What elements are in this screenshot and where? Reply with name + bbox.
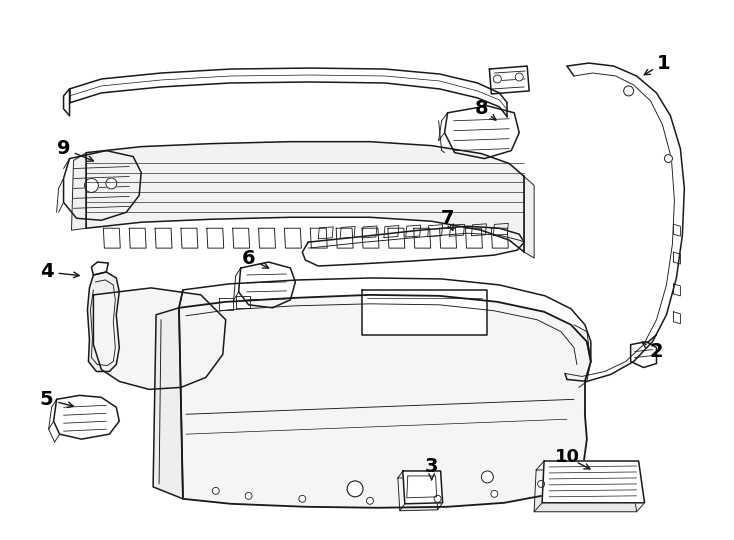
Polygon shape (239, 262, 295, 308)
Text: 1: 1 (657, 53, 670, 72)
Text: 2: 2 (650, 342, 664, 361)
Polygon shape (179, 295, 591, 508)
Polygon shape (219, 298, 233, 310)
Circle shape (366, 497, 374, 504)
Text: 8: 8 (475, 99, 488, 118)
Polygon shape (445, 106, 519, 159)
Polygon shape (336, 228, 353, 248)
Polygon shape (302, 226, 524, 266)
Polygon shape (54, 395, 120, 439)
Polygon shape (471, 224, 487, 236)
Polygon shape (493, 224, 508, 235)
Text: 4: 4 (40, 262, 54, 281)
Text: 10: 10 (554, 448, 579, 466)
Polygon shape (491, 228, 508, 248)
Circle shape (106, 178, 117, 189)
Circle shape (491, 490, 498, 497)
Text: 3: 3 (425, 457, 438, 476)
Polygon shape (406, 225, 421, 237)
Polygon shape (64, 151, 141, 220)
Polygon shape (403, 471, 443, 504)
Polygon shape (673, 284, 680, 296)
Polygon shape (362, 290, 487, 335)
Polygon shape (87, 272, 120, 372)
Polygon shape (153, 308, 183, 499)
Polygon shape (673, 252, 680, 264)
Circle shape (493, 75, 501, 83)
Text: 5: 5 (40, 390, 54, 409)
Circle shape (212, 488, 219, 494)
Circle shape (299, 495, 306, 502)
Text: 7: 7 (441, 209, 454, 228)
Polygon shape (64, 89, 70, 116)
Circle shape (537, 481, 545, 488)
Polygon shape (362, 226, 377, 238)
Circle shape (664, 154, 672, 163)
Text: 9: 9 (57, 139, 70, 158)
Polygon shape (673, 224, 680, 236)
Polygon shape (207, 228, 224, 248)
Circle shape (245, 492, 252, 500)
Polygon shape (524, 177, 534, 258)
Polygon shape (631, 342, 656, 368)
Circle shape (434, 495, 441, 502)
Polygon shape (319, 227, 333, 239)
Polygon shape (92, 262, 109, 275)
Circle shape (84, 179, 98, 192)
Polygon shape (155, 228, 172, 248)
Polygon shape (310, 228, 327, 248)
Polygon shape (428, 225, 443, 237)
Text: 6: 6 (241, 248, 255, 267)
Circle shape (482, 471, 493, 483)
Polygon shape (87, 141, 524, 252)
Polygon shape (233, 228, 250, 248)
Polygon shape (236, 296, 250, 308)
Polygon shape (258, 228, 275, 248)
Polygon shape (384, 226, 399, 238)
Polygon shape (93, 288, 226, 389)
Polygon shape (181, 228, 198, 248)
Polygon shape (388, 228, 405, 248)
Polygon shape (129, 228, 146, 248)
Circle shape (624, 86, 633, 96)
Circle shape (515, 73, 523, 81)
Polygon shape (103, 228, 120, 248)
Polygon shape (398, 478, 437, 511)
Polygon shape (490, 66, 529, 94)
Polygon shape (362, 228, 379, 248)
Polygon shape (440, 228, 457, 248)
Polygon shape (534, 470, 636, 512)
Polygon shape (449, 224, 465, 236)
Polygon shape (673, 312, 680, 323)
Polygon shape (542, 461, 644, 503)
Polygon shape (414, 228, 431, 248)
Polygon shape (71, 153, 87, 230)
Polygon shape (340, 226, 355, 238)
Polygon shape (465, 228, 482, 248)
Polygon shape (285, 228, 302, 248)
Circle shape (347, 481, 363, 497)
